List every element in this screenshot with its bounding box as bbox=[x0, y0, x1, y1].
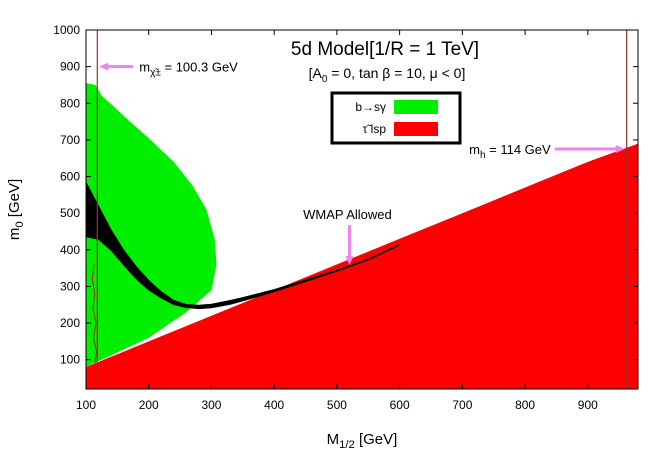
chart-subtitle: [A0 = 0, tan β = 10, μ < 0] bbox=[309, 65, 466, 85]
wmap-label: WMAP Allowed bbox=[303, 207, 392, 222]
y-tick-label: 800 bbox=[60, 96, 80, 110]
y-tick-label: 1000 bbox=[53, 23, 80, 37]
chargino-arrow-head bbox=[99, 62, 109, 71]
x-tick-label: 100 bbox=[76, 398, 96, 412]
x-tick-label: 500 bbox=[327, 398, 347, 412]
x-tick-label: 300 bbox=[201, 398, 221, 412]
wmap-arrow-head bbox=[345, 256, 354, 266]
y-tick-label: 300 bbox=[60, 279, 80, 293]
y-tick-label: 700 bbox=[60, 133, 80, 147]
y-axis-title: m0 [GeV] bbox=[6, 179, 26, 240]
x-tick-label: 400 bbox=[264, 398, 284, 412]
legend-swatch bbox=[394, 122, 438, 136]
x-tick-label: 700 bbox=[452, 398, 472, 412]
legend-label: τ̃ lsp bbox=[363, 122, 387, 136]
chargino-contour bbox=[91, 264, 98, 370]
chart-title: 5d Model[1/R = 1 TeV] bbox=[291, 39, 479, 60]
x-tick-label: 200 bbox=[139, 398, 159, 412]
x-tick-label: 600 bbox=[390, 398, 410, 412]
y-tick-label: 200 bbox=[60, 316, 80, 330]
y-tick-label: 500 bbox=[60, 206, 80, 220]
higgs-limit-label: mh = 114 GeV bbox=[469, 142, 551, 161]
y-tick-label: 400 bbox=[60, 243, 80, 257]
legend-label: b→sγ bbox=[355, 100, 386, 114]
y-tick-label: 900 bbox=[60, 60, 80, 74]
stau-lsp-region bbox=[86, 143, 638, 389]
x-tick-label: 900 bbox=[578, 398, 598, 412]
y-tick-label: 100 bbox=[60, 353, 80, 367]
x-axis-title: M1/2 [GeV] bbox=[327, 431, 398, 451]
plot-frame bbox=[85, 29, 639, 390]
bsgamma-region bbox=[86, 83, 217, 367]
x-tick-label: 800 bbox=[515, 398, 535, 412]
legend-swatch bbox=[394, 100, 438, 114]
wmap-band bbox=[86, 181, 400, 310]
chargino-limit-label: mχ̃± = 100.3 GeV bbox=[139, 60, 238, 79]
higgs-arrow-head bbox=[615, 145, 625, 154]
y-tick-label: 600 bbox=[60, 170, 80, 184]
